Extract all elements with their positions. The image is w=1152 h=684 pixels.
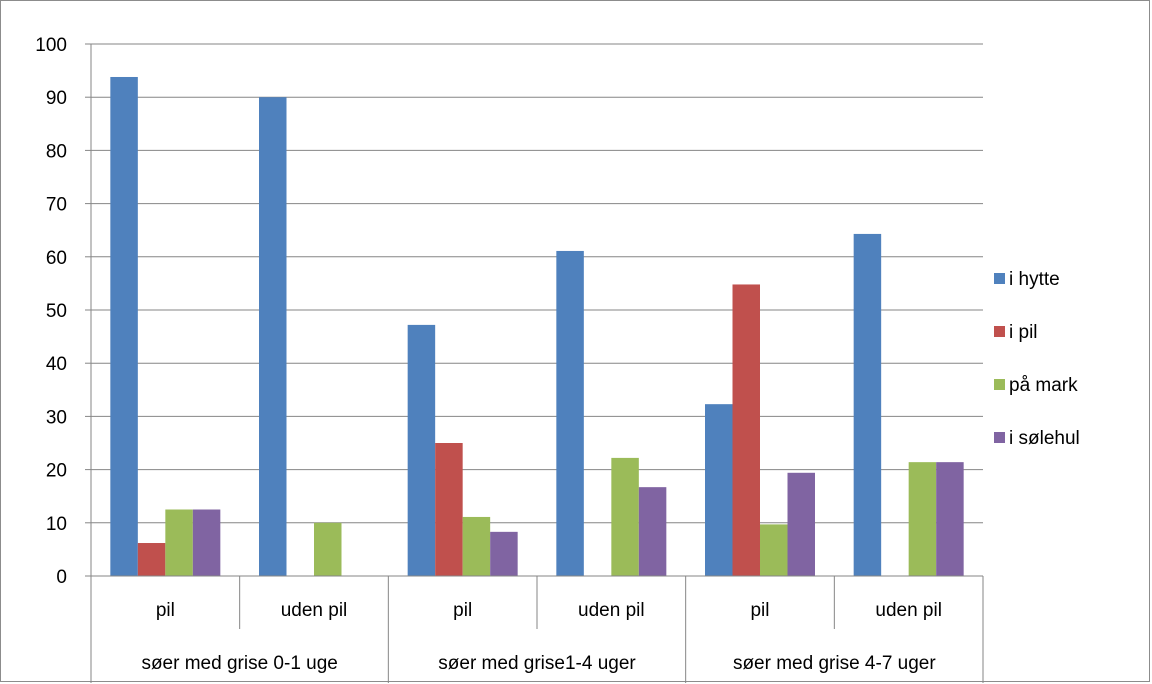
y-tick-label: 80 (46, 141, 67, 162)
legend-label: på mark (1009, 375, 1078, 396)
legend-label: i pil (1009, 322, 1038, 343)
y-tick-label: 40 (46, 354, 67, 375)
x-tick-label: uden pil (578, 600, 645, 621)
y-tick-label: 60 (46, 248, 67, 269)
x-group-label: søer med grise 0-1 uge (141, 653, 337, 674)
bar (705, 404, 733, 576)
bar (908, 462, 937, 576)
legend: i hytte i pil på mark i sølehul (994, 269, 1080, 449)
bars (110, 76, 964, 576)
y-tick-label: 100 (35, 35, 67, 56)
y-tick-label: 10 (46, 514, 67, 535)
legend-label: i sølehul (1009, 428, 1080, 449)
bar (259, 97, 287, 576)
bar (611, 457, 639, 576)
y-tick-label: 20 (46, 461, 67, 482)
x-tick-label: uden pil (281, 600, 348, 621)
y-tick-label: 50 (46, 301, 67, 322)
bar (556, 250, 584, 576)
x-tick-label: pil (453, 600, 472, 621)
bar (462, 516, 491, 576)
legend-swatch (994, 273, 1005, 284)
bar (314, 522, 342, 576)
y-axis-tick-labels: 0 10 20 30 40 50 60 70 80 90 100 (35, 35, 67, 588)
y-tick-label: 30 (46, 407, 67, 428)
legend-swatch (994, 432, 1005, 443)
gridlines (85, 43, 983, 577)
y-tick-label: 70 (46, 195, 67, 216)
x-tick-label: pil (750, 600, 769, 621)
bar (137, 543, 166, 576)
bar (165, 509, 193, 576)
legend-swatch (994, 379, 1005, 390)
y-tick-label: 90 (46, 88, 67, 109)
x-group-label: søer med grise 4-7 uger (733, 653, 936, 674)
x-tick-label: pil (156, 600, 175, 621)
bar (407, 324, 436, 576)
y-tick-label: 0 (56, 567, 67, 588)
x-axis: pil uden pil pil uden pil pil uden pil søer me… (90, 575, 984, 683)
bar (192, 509, 221, 576)
x-tick-label: uden pil (875, 600, 942, 621)
bar (787, 472, 815, 576)
bar (435, 443, 463, 576)
legend-label: i hytte (1009, 269, 1060, 290)
legend-swatch (994, 326, 1005, 337)
bar (490, 531, 518, 576)
bar (853, 233, 882, 576)
bar (732, 284, 760, 576)
bar (936, 462, 964, 576)
bar (760, 524, 788, 576)
bar (110, 76, 138, 576)
x-group-label: søer med grise1-4 uger (438, 653, 636, 674)
bar (638, 487, 667, 576)
